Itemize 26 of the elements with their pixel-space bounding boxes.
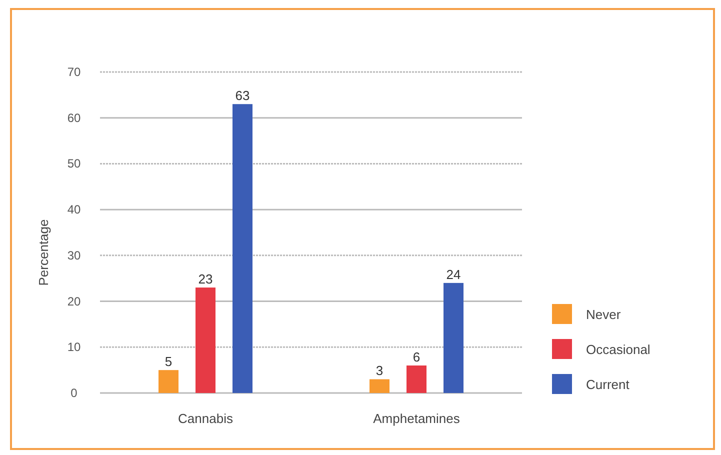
data-label: 24	[446, 266, 461, 282]
y-tick-label: 40	[67, 202, 81, 217]
x-tick-label: Amphetamines	[373, 411, 460, 426]
data-label: 3	[376, 363, 384, 378]
data-label: 5	[164, 354, 172, 370]
bar	[158, 370, 178, 393]
y-tick-label: 0	[70, 386, 78, 400]
y-tick-label: 30	[67, 248, 81, 262]
legend-label: Occasional	[586, 342, 650, 357]
legend-label: Current	[586, 377, 630, 392]
data-label: 63	[235, 88, 250, 104]
bar	[406, 365, 426, 393]
data-label: 6	[412, 349, 420, 364]
bar	[232, 104, 252, 393]
bar	[196, 288, 216, 393]
y-tick-label: 60	[67, 110, 81, 125]
y-tick-label: 50	[67, 156, 81, 171]
x-tick-label: Cannabis	[178, 411, 234, 426]
y-tick-label: 10	[67, 340, 81, 354]
legend-label: Never	[586, 307, 622, 322]
bar	[444, 282, 464, 393]
y-tick-label: 20	[67, 294, 81, 308]
data-label: 23	[198, 272, 213, 287]
y-tick-label: 70	[67, 65, 81, 79]
bar	[370, 379, 390, 393]
y-axis-title: Percentage	[36, 219, 51, 286]
